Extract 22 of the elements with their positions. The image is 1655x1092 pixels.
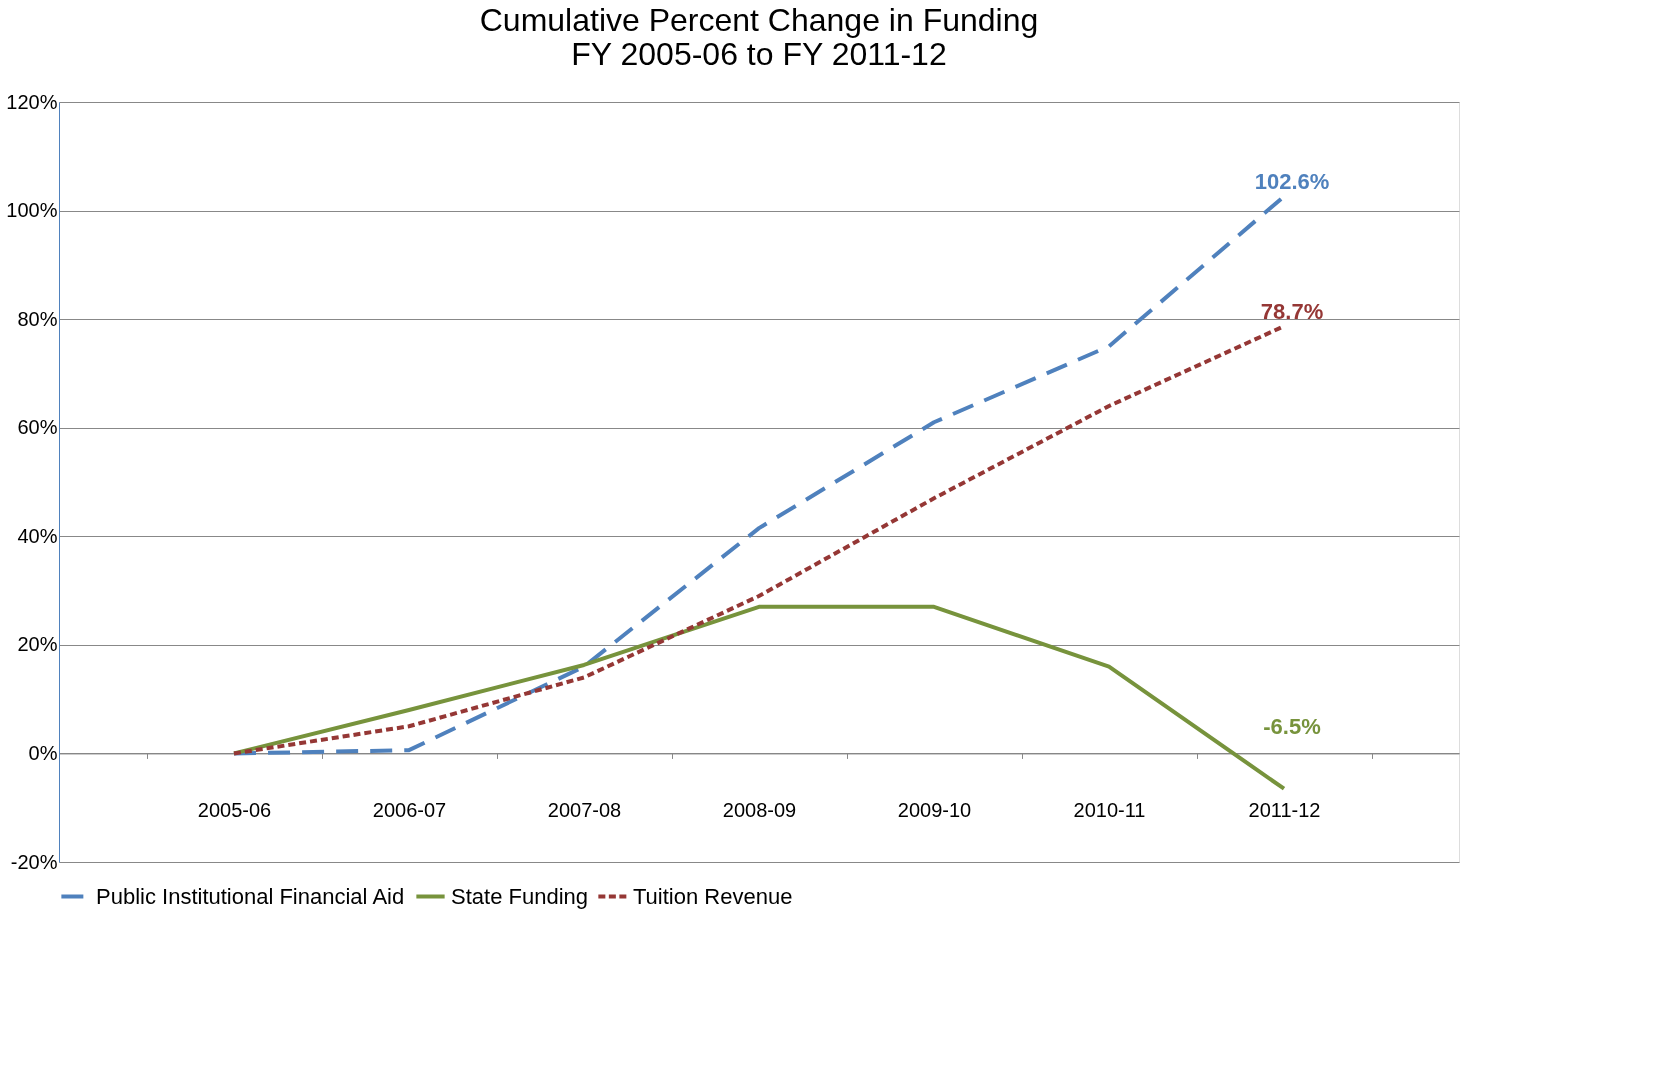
y-tick-label: 20% [17, 633, 58, 656]
data-label: 102.6% [1254, 169, 1330, 195]
x-tick-label: 2011-12 [1248, 798, 1321, 821]
legend-label: State Funding [451, 883, 588, 909]
data-label: -6.5% [1263, 714, 1321, 740]
y-tick-label: 60% [17, 416, 58, 439]
x-tick-label: 2006-07 [372, 798, 447, 821]
y-tick-label: 40% [17, 524, 58, 547]
x-tick-label: 2005-06 [197, 798, 272, 821]
data-label: 78.7% [1260, 299, 1324, 325]
x-tick-label: 2009-10 [897, 798, 972, 821]
y-tick-label: 120% [6, 90, 58, 113]
x-tick-label: 2010-11 [1073, 798, 1146, 821]
y-tick-label: 100% [6, 199, 58, 222]
text: Cumulative Percent Change in Funding [479, 2, 1039, 38]
x-tick-label: 2008-09 [722, 798, 797, 821]
y-tick-label: 0% [28, 741, 58, 764]
y-tick-label: 80% [17, 307, 58, 330]
legend-label: Tuition Revenue [633, 883, 793, 909]
y-tick-label: -20% [10, 850, 58, 873]
x-tick-label: 2007-08 [547, 798, 622, 821]
legend-label: Public Institutional Financial Aid [96, 883, 405, 909]
